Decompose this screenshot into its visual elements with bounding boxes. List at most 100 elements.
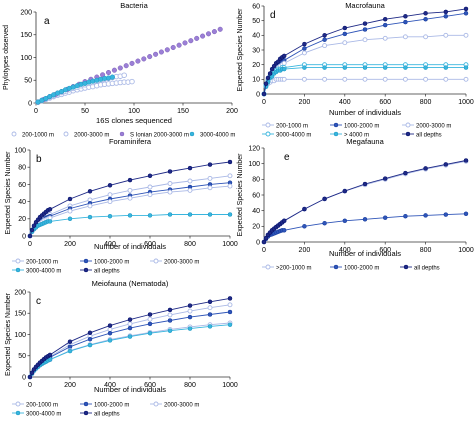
data-point: [302, 65, 307, 70]
x-tick-label: 0: [28, 382, 32, 389]
data-point: [167, 328, 173, 333]
data-point: [382, 35, 388, 41]
legend-item: 3000-4000 m: [189, 131, 235, 138]
data-point: [147, 312, 153, 317]
legend-item: > 4000 m: [330, 131, 369, 138]
legend-label: all depths: [94, 411, 120, 417]
y-tick-label: 40: [252, 208, 260, 215]
y-tick-label: 50: [252, 18, 260, 25]
data-point: [67, 208, 73, 214]
data-point: [207, 175, 213, 181]
data-point: [27, 233, 33, 239]
data-point: [117, 65, 123, 71]
data-point: [263, 81, 269, 86]
x-tick-label: 200: [299, 99, 311, 106]
data-point: [207, 299, 213, 305]
data-point: [111, 67, 117, 73]
data-point: [443, 9, 449, 15]
x-axis-label: Number of individuals: [94, 242, 166, 251]
y-axis-label: Expected Species Number: [237, 153, 244, 237]
legend-label: 2000-3000 m: [164, 259, 199, 265]
data-point: [362, 27, 368, 32]
series-3: [27, 322, 233, 380]
x-axis-label: 16S clones sequenced: [96, 116, 172, 125]
data-point: [443, 212, 449, 217]
y-tick-label: 0: [22, 233, 26, 240]
legend-swatch-marker: [405, 122, 411, 128]
data-point: [322, 76, 328, 82]
data-point: [423, 65, 428, 70]
data-point: [200, 33, 206, 39]
series-line: [29, 175, 231, 237]
x-tick-label: 0: [262, 99, 266, 106]
legend-swatch-marker: [405, 131, 411, 137]
x-tick-label: 150: [177, 108, 189, 115]
y-tick-label: 0: [256, 91, 260, 98]
legend-label: 2000-3000 m: [74, 132, 109, 138]
x-tick-label: 50: [81, 108, 89, 115]
legend-swatch-marker: [11, 131, 17, 137]
legend-item: 2000-3000 m: [150, 401, 199, 408]
x-tick-label: 800: [184, 241, 196, 248]
y-tick-label: 50: [18, 353, 26, 360]
legend-swatch-marker: [403, 264, 409, 270]
data-point: [207, 324, 213, 329]
data-point: [105, 69, 112, 76]
data-point: [207, 312, 213, 317]
data-point: [322, 196, 327, 202]
y-tick-label: 120: [248, 145, 260, 152]
legend-item: 200-1000 m: [262, 122, 308, 129]
legend-item: 1000-2000 m: [330, 264, 379, 271]
legend-label: 3000-4000 m: [26, 268, 61, 274]
data-point: [87, 336, 93, 342]
data-point: [141, 56, 147, 62]
x-axis-label: Number of individuals: [329, 108, 401, 117]
data-point: [47, 352, 53, 358]
y-tick-label: 60: [252, 3, 260, 10]
legend-item: 1000-2000 m: [330, 122, 379, 129]
legend-swatch-marker: [119, 131, 125, 137]
data-point: [322, 37, 327, 42]
y-tick-label: 40: [252, 33, 260, 40]
legend-item: all depths: [80, 267, 120, 274]
legend-item: 3000-4000 m: [12, 410, 61, 417]
data-point: [423, 11, 428, 16]
series-1: [261, 211, 469, 245]
data-point: [167, 169, 173, 174]
series-3: [35, 74, 115, 105]
series-0: [261, 158, 469, 245]
series-5: [261, 6, 469, 97]
data-point: [382, 22, 388, 28]
x-tick-label: 400: [104, 382, 116, 389]
data-point: [342, 31, 348, 37]
data-point: [302, 224, 307, 229]
data-point: [87, 214, 93, 220]
legend-label: 3000-4000 m: [26, 411, 61, 417]
panel-title: Foraminifera: [109, 137, 152, 146]
data-point: [402, 34, 408, 40]
series-0: [27, 173, 233, 239]
legend-swatch-marker: [333, 131, 339, 137]
data-point: [187, 314, 193, 320]
data-point: [403, 14, 408, 19]
series-line: [263, 160, 467, 243]
legend-item: all depths: [400, 264, 440, 271]
x-tick-label: 1000: [458, 247, 474, 254]
data-point: [362, 65, 368, 70]
data-point: [261, 239, 267, 245]
x-tick-label: 1000: [458, 99, 474, 106]
data-point: [281, 228, 287, 233]
legend-swatch-marker: [265, 264, 271, 270]
panel-letter: b: [36, 154, 42, 165]
data-point: [135, 58, 141, 64]
data-point: [147, 54, 153, 60]
legend-item: 200-1000 m: [11, 131, 54, 138]
legend-label: all depths: [94, 268, 120, 274]
data-point: [265, 75, 271, 81]
data-point: [167, 318, 173, 323]
data-point: [267, 71, 273, 76]
x-tick-label: 800: [420, 99, 432, 106]
x-tick-label: 400: [339, 99, 351, 106]
data-point: [463, 65, 469, 70]
y-axis-label: Phylotypes observed: [3, 25, 10, 90]
